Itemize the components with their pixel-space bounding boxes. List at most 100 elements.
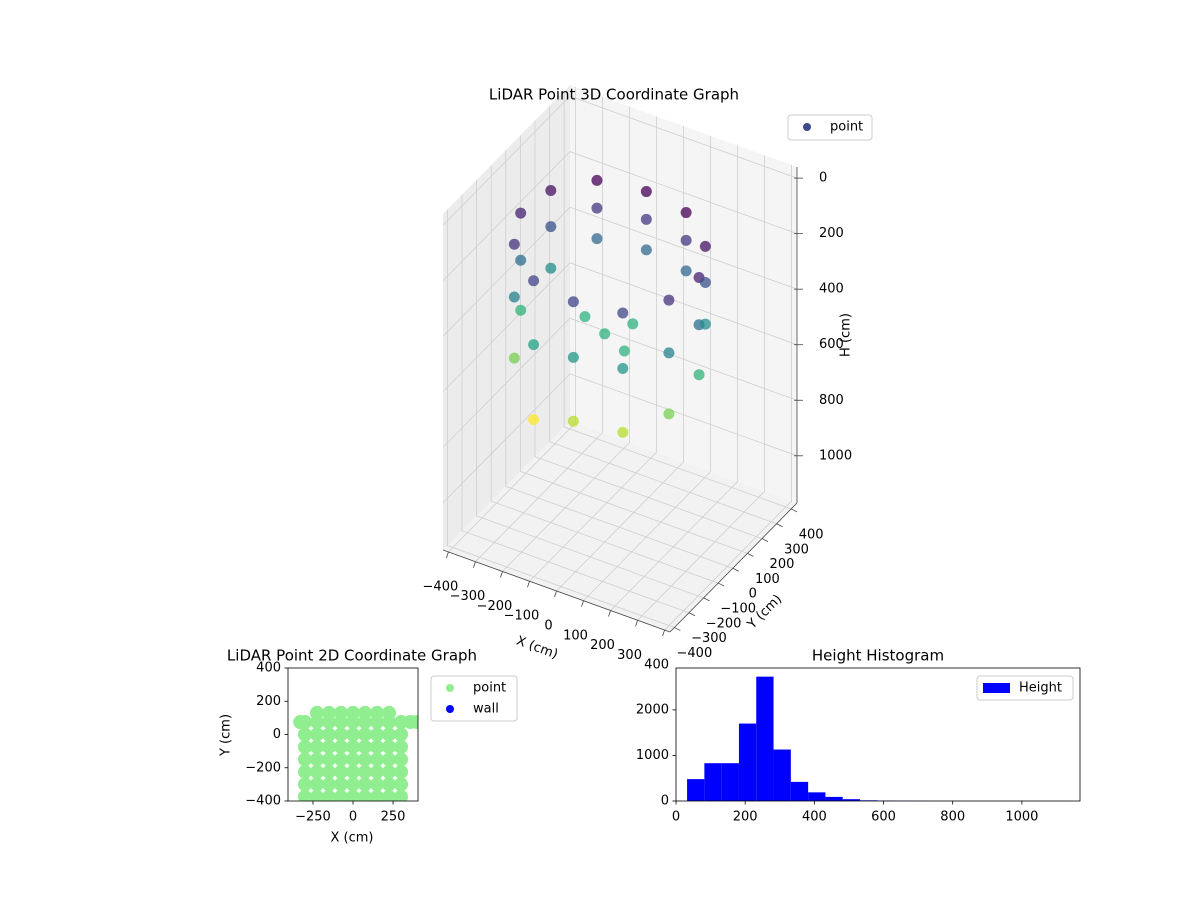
z-tick-label: 0 <box>819 171 827 186</box>
y-tick-label: −400 <box>245 794 281 809</box>
point <box>382 715 397 730</box>
grid-line <box>490 165 719 584</box>
grid-line <box>442 373 798 504</box>
bar <box>756 676 774 801</box>
point <box>346 739 360 754</box>
point <box>567 296 579 308</box>
point <box>508 291 520 303</box>
x-tick <box>554 590 557 598</box>
point <box>528 275 540 287</box>
grid-line <box>476 179 704 599</box>
point <box>333 752 348 767</box>
point <box>321 739 336 754</box>
y-tick <box>790 508 798 513</box>
x-tick-label: 0 <box>672 810 680 825</box>
point <box>309 789 324 801</box>
z-tick-label: 400 <box>819 282 844 297</box>
x-tick-label: 250 <box>381 810 406 825</box>
point <box>394 789 409 801</box>
point <box>699 240 711 252</box>
x-tick <box>635 620 638 627</box>
point <box>528 414 540 426</box>
y-tick-label: −200 <box>706 616 742 631</box>
point <box>640 213 652 225</box>
point <box>663 408 675 420</box>
y-axis-label: Y (cm) <box>219 714 234 757</box>
point <box>358 764 373 779</box>
y-tick <box>732 567 739 572</box>
y-tick <box>674 627 681 631</box>
point <box>627 318 639 330</box>
left-pane <box>443 85 570 550</box>
point <box>358 727 373 742</box>
grid-line <box>442 151 798 281</box>
point <box>346 789 360 801</box>
y-tick-label: 400 <box>799 527 824 542</box>
grid-line <box>442 206 798 337</box>
x-tick <box>581 600 584 607</box>
point <box>515 304 527 316</box>
point <box>515 254 527 266</box>
point <box>321 764 336 779</box>
y-tick <box>688 612 696 617</box>
point <box>693 369 705 381</box>
legend-label: wall <box>473 702 499 717</box>
point <box>579 311 591 323</box>
point <box>321 777 336 792</box>
point <box>333 739 348 754</box>
legend-label: point <box>830 120 863 135</box>
point <box>309 777 324 792</box>
point <box>309 739 324 754</box>
point <box>394 727 409 742</box>
x-axis-line <box>442 549 671 633</box>
x-tick-label: 0 <box>349 810 357 825</box>
grid-line <box>664 165 792 631</box>
z-tick-label: 800 <box>819 393 844 408</box>
point <box>346 715 360 730</box>
grid-line <box>461 194 690 614</box>
x-tick-label: −100 <box>504 609 540 624</box>
y-tick-label: 2000 <box>636 702 669 717</box>
grid-line <box>505 150 733 569</box>
z-axis-label: H (cm) <box>839 313 854 357</box>
x-tick <box>527 581 530 588</box>
plot-area <box>293 705 418 801</box>
bar <box>773 749 791 801</box>
grid-line <box>637 155 765 621</box>
point <box>346 752 360 767</box>
y-tick-label: 100 <box>755 572 780 587</box>
bar <box>825 796 843 801</box>
point <box>370 715 385 730</box>
point <box>297 777 312 792</box>
point <box>394 715 409 730</box>
point <box>370 777 385 792</box>
legend-frame <box>976 675 1074 701</box>
point <box>333 777 348 792</box>
legend-marker <box>446 684 454 692</box>
point <box>545 185 557 197</box>
grid-line <box>534 120 763 539</box>
grid-line <box>610 145 738 611</box>
chart-title: Height Histogram <box>812 647 944 665</box>
grid-line <box>529 116 657 582</box>
x-tick-label: 400 <box>802 810 827 825</box>
grid-line <box>442 262 798 392</box>
chart-title: LiDAR Point 3D Coordinate Graph <box>489 86 739 104</box>
y-tick-label: 400 <box>256 661 281 676</box>
y-tick-label: 200 <box>256 694 281 709</box>
point <box>663 347 675 359</box>
point <box>382 727 397 742</box>
y-axis-line <box>669 502 798 633</box>
point <box>382 739 397 754</box>
point <box>333 715 348 730</box>
z-tick-label: 200 <box>819 226 844 241</box>
x-tick-label: 600 <box>871 810 896 825</box>
x-tick-label: 200 <box>733 810 758 825</box>
grid-line <box>446 209 675 628</box>
point <box>680 234 692 246</box>
point <box>333 727 348 742</box>
point <box>599 328 611 340</box>
point <box>321 727 336 742</box>
x-axis-label: X (cm) <box>514 634 560 663</box>
point <box>680 265 692 277</box>
